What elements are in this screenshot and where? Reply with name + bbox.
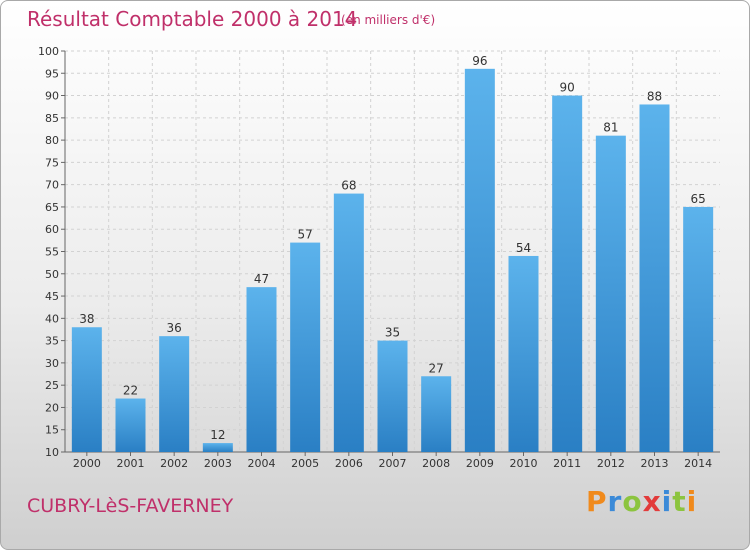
bar-2004 (246, 287, 277, 452)
y-tick-label: 20 (45, 401, 59, 414)
bar-2001 (115, 398, 146, 452)
bar-2007 (377, 340, 408, 452)
x-tick-label-2006: 2006 (335, 457, 363, 470)
x-tick-labels: 2000 2001 2002 2003 2004 2005 2006 2007 2008 2009… (73, 457, 712, 470)
bar-2005 (290, 242, 321, 452)
data-label-2000: 38 (79, 312, 94, 326)
x-tick-label-2013: 2013 (641, 457, 669, 470)
data-label-2014: 65 (691, 192, 706, 206)
bar-2012 (595, 135, 626, 452)
data-label-2007: 35 (385, 326, 400, 340)
data-label-2009: 96 (472, 54, 487, 68)
y-tick-label: 70 (45, 179, 59, 192)
data-labels: 38 22 36 12 47 57 68 35 27 96 54 90 81 88 65 (79, 54, 706, 442)
y-tick-label: 25 (45, 379, 59, 392)
x-tick-label-2009: 2009 (466, 457, 494, 470)
x-tick-label-2003: 2003 (204, 457, 232, 470)
data-label-2003: 12 (210, 428, 225, 442)
y-tick-label: 90 (45, 90, 59, 103)
y-tick-label: 80 (45, 134, 59, 147)
data-label-2012: 81 (603, 121, 618, 135)
y-tick-labels: 10 15 20 25 30 35 40 45 50 55 60 65 70 75 80 85 90 95 100 (38, 45, 59, 459)
data-label-2010: 54 (516, 241, 531, 255)
bars (71, 68, 714, 453)
logo-letter: t (672, 485, 687, 518)
bar-2013 (639, 104, 670, 452)
y-tick-label: 55 (45, 246, 59, 259)
y-tick-label: 35 (45, 335, 59, 348)
y-tick-label: 50 (45, 268, 59, 281)
bar-2003 (202, 443, 233, 452)
data-label-2004: 47 (254, 272, 269, 286)
logo-letter: r (607, 485, 623, 518)
y-tick-label: 40 (45, 312, 59, 325)
x-tick-label-2008: 2008 (422, 457, 450, 470)
y-tick-label: 10 (45, 446, 59, 459)
data-label-2013: 88 (647, 89, 662, 103)
chart-subtitle: (en milliers d'€) (341, 13, 436, 27)
x-tick-label-2000: 2000 (73, 457, 101, 470)
logo-letter: P (586, 485, 608, 518)
x-tick-label-2011: 2011 (553, 457, 581, 470)
data-label-2011: 90 (560, 81, 575, 95)
y-tick-label: 15 (45, 424, 59, 437)
bar-2014 (683, 206, 714, 452)
logo-letter: i (661, 485, 673, 518)
y-tick-label: 75 (45, 156, 59, 169)
data-label-2001: 22 (123, 384, 138, 398)
x-tick-label-2014: 2014 (684, 457, 712, 470)
x-tick-label-2001: 2001 (117, 457, 145, 470)
y-tick-label: 95 (45, 67, 59, 80)
logo-letter: o (622, 485, 643, 518)
logo-letter: i (686, 485, 698, 518)
bar-2000 (71, 327, 102, 452)
chart-title: Résultat Comptable 2000 à 2014 (27, 7, 358, 31)
x-tick-label-2004: 2004 (248, 457, 276, 470)
x-tick-label-2012: 2012 (597, 457, 625, 470)
bar-2008 (421, 376, 452, 452)
bar-2002 (159, 336, 190, 452)
y-tick-label: 45 (45, 290, 59, 303)
bar-2011 (552, 95, 583, 453)
logo-letter: x (642, 485, 662, 518)
y-tick-label: 60 (45, 223, 59, 236)
data-label-2006: 68 (341, 179, 356, 193)
bar-2006 (333, 193, 364, 453)
bar-2010 (508, 255, 539, 452)
x-tick-label-2002: 2002 (160, 457, 188, 470)
y-tick-label: 65 (45, 201, 59, 214)
y-tick-label: 100 (38, 45, 59, 58)
data-label-2008: 27 (429, 361, 444, 375)
bar-2009 (464, 68, 495, 453)
commune-name: CUBRY-LèS-FAVERNEY (27, 495, 234, 517)
x-tick-label-2005: 2005 (291, 457, 319, 470)
proxiti-logo: Proxiti (586, 485, 697, 518)
x-tick-label-2007: 2007 (379, 457, 407, 470)
y-tick-label: 85 (45, 112, 59, 125)
data-label-2005: 57 (298, 228, 313, 242)
x-tick-label-2010: 2010 (510, 457, 538, 470)
data-label-2002: 36 (167, 321, 182, 335)
y-tick-label: 30 (45, 357, 59, 370)
